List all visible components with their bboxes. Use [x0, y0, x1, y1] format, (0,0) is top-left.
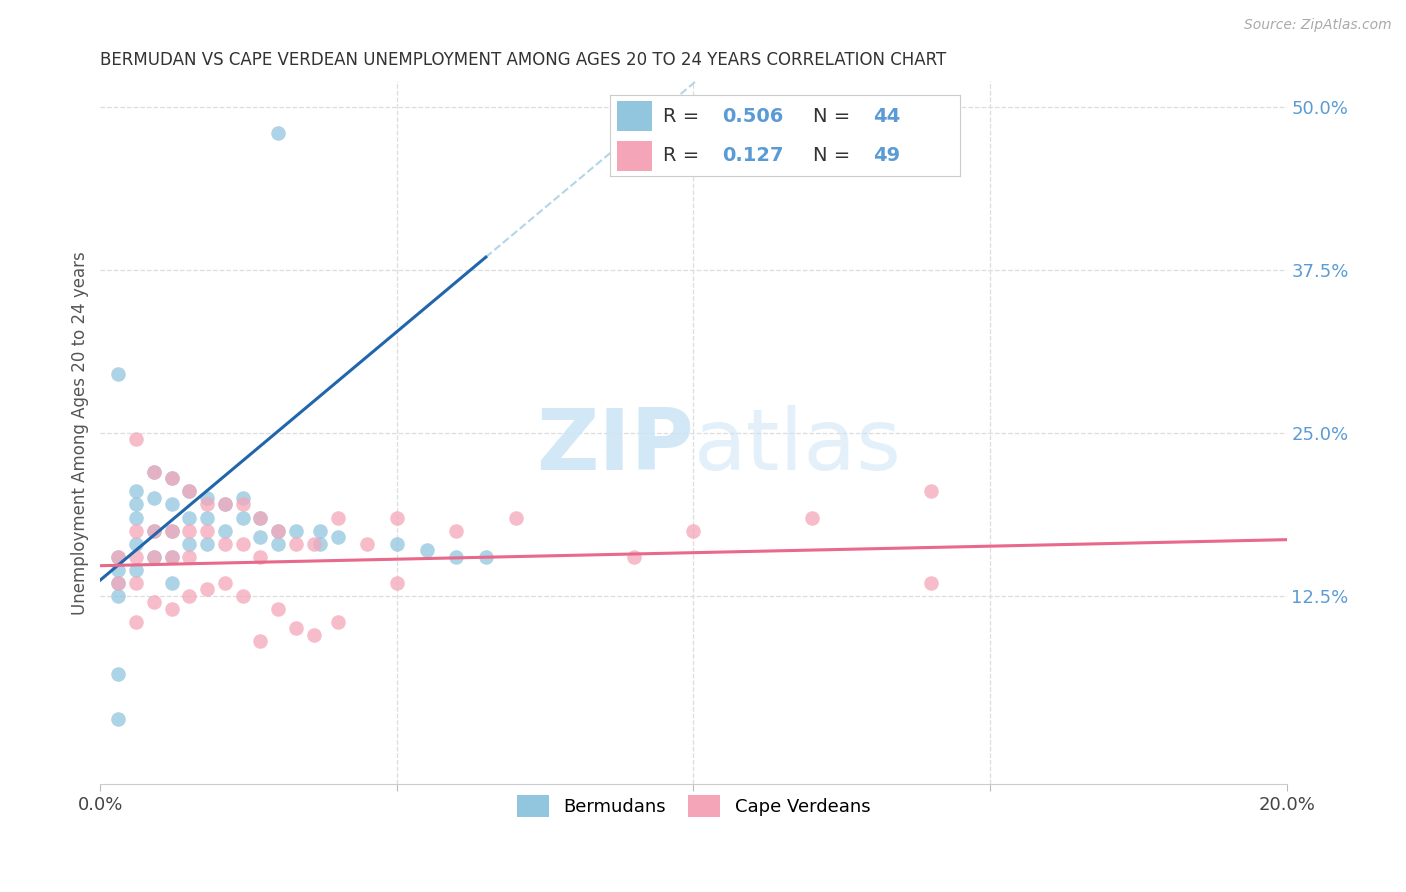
Point [326, 615, 349, 629]
Point [160, 549, 183, 564]
Point [160, 524, 183, 538]
Point [249, 530, 271, 544]
Point [107, 368, 129, 382]
Point [195, 524, 218, 538]
Point [232, 510, 254, 524]
Point [267, 524, 290, 538]
Point [142, 465, 165, 479]
Point [179, 484, 201, 499]
Point [125, 498, 148, 512]
Point [302, 628, 325, 642]
Point [444, 524, 467, 538]
Point [249, 634, 271, 648]
Point [179, 524, 201, 538]
Point [179, 589, 201, 603]
Point [285, 536, 308, 550]
Y-axis label: Unemployment Among Ages 20 to 24 years: Unemployment Among Ages 20 to 24 years [72, 251, 89, 615]
Point [160, 471, 183, 485]
Point [195, 498, 218, 512]
Point [232, 498, 254, 512]
Point [195, 491, 218, 505]
Point [195, 510, 218, 524]
Point [142, 465, 165, 479]
Point [249, 549, 271, 564]
Point [160, 471, 183, 485]
Text: atlas: atlas [693, 406, 901, 489]
Point [385, 510, 408, 524]
Point [232, 589, 254, 603]
Point [267, 536, 290, 550]
Point [107, 575, 129, 590]
Point [232, 491, 254, 505]
Point [214, 575, 236, 590]
Point [107, 563, 129, 577]
Point [267, 524, 290, 538]
Point [125, 433, 148, 447]
Point [214, 536, 236, 550]
Point [801, 510, 824, 524]
Point [285, 621, 308, 635]
Point [142, 524, 165, 538]
Point [142, 595, 165, 609]
Point [107, 589, 129, 603]
Point [385, 536, 408, 550]
Point [249, 510, 271, 524]
Point [125, 484, 148, 499]
Point [267, 601, 290, 615]
Point [475, 549, 498, 564]
Point [285, 524, 308, 538]
Point [125, 575, 148, 590]
Point [160, 575, 183, 590]
Point [107, 549, 129, 564]
Point [195, 536, 218, 550]
Point [249, 510, 271, 524]
Point [505, 510, 527, 524]
Point [920, 484, 942, 499]
Point [195, 582, 218, 596]
Point [920, 575, 942, 590]
Point [160, 524, 183, 538]
Point [179, 510, 201, 524]
Point [142, 491, 165, 505]
Point [179, 484, 201, 499]
Point [160, 549, 183, 564]
Point [308, 524, 330, 538]
Point [179, 536, 201, 550]
Point [142, 549, 165, 564]
Point [308, 536, 330, 550]
Point [125, 615, 148, 629]
Point [160, 601, 183, 615]
Point [214, 498, 236, 512]
Point [125, 549, 148, 564]
Point [444, 549, 467, 564]
Point [326, 530, 349, 544]
Point [179, 549, 201, 564]
Point [107, 666, 129, 681]
Text: BERMUDAN VS CAPE VERDEAN UNEMPLOYMENT AMONG AGES 20 TO 24 YEARS CORRELATION CHAR: BERMUDAN VS CAPE VERDEAN UNEMPLOYMENT AM… [100, 51, 946, 69]
Point [125, 510, 148, 524]
Point [356, 536, 378, 550]
Point [125, 563, 148, 577]
Point [214, 498, 236, 512]
Point [385, 575, 408, 590]
Point [125, 536, 148, 550]
Point [107, 575, 129, 590]
Point [214, 524, 236, 538]
Text: Source: ZipAtlas.com: Source: ZipAtlas.com [1244, 18, 1392, 32]
Point [302, 536, 325, 550]
Point [267, 127, 290, 141]
Point [107, 712, 129, 726]
Point [107, 549, 129, 564]
Point [125, 524, 148, 538]
Point [682, 524, 704, 538]
Point [142, 524, 165, 538]
Point [160, 498, 183, 512]
Point [232, 536, 254, 550]
Point [326, 510, 349, 524]
Point [415, 543, 437, 558]
Text: ZIP: ZIP [536, 406, 693, 489]
Legend: Bermudans, Cape Verdeans: Bermudans, Cape Verdeans [509, 789, 877, 824]
Point [142, 549, 165, 564]
Point [623, 549, 645, 564]
